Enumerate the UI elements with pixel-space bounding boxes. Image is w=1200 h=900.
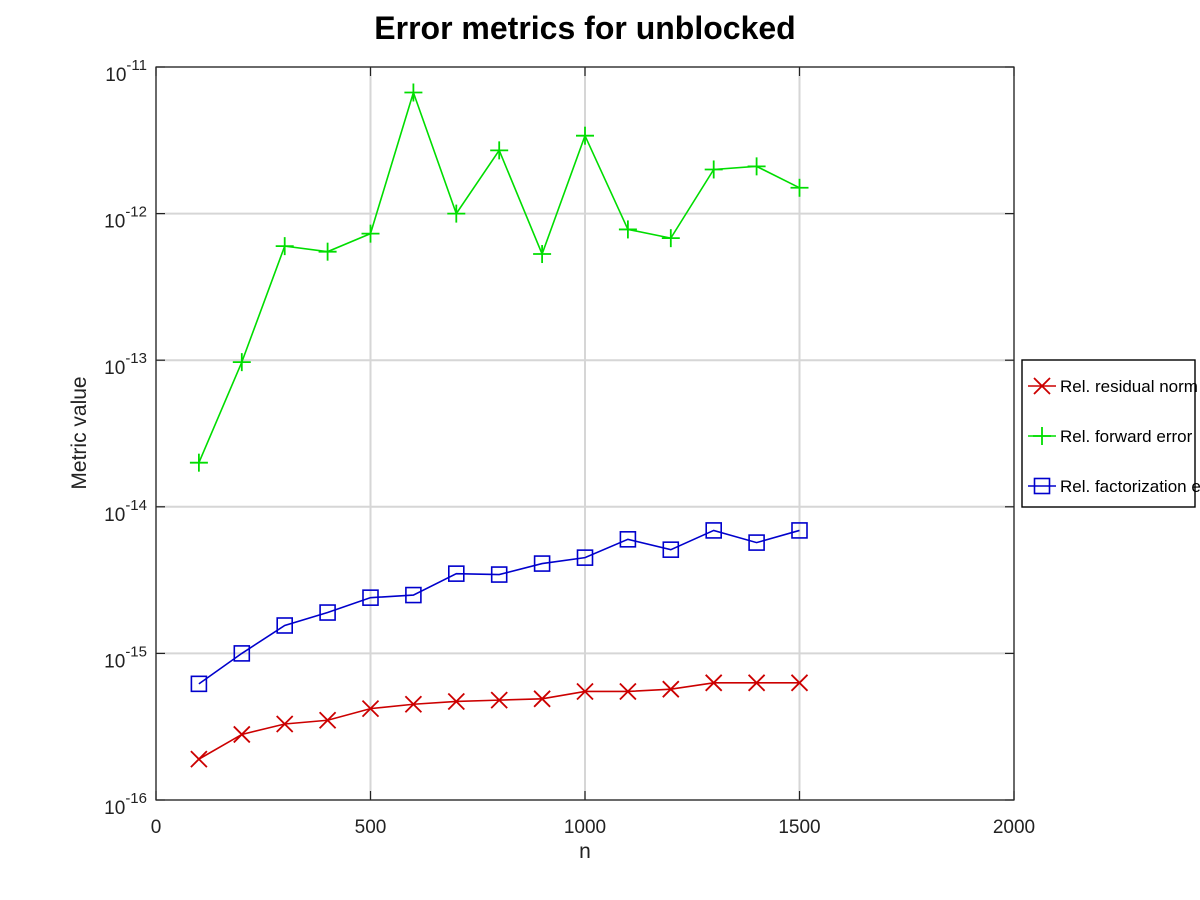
y-tick-label-3: 10-13 — [104, 350, 147, 379]
series-1-point-5 — [404, 83, 423, 102]
series-0-point-1 — [233, 725, 251, 744]
series-1-point-8 — [533, 245, 552, 264]
series-2-point-5 — [405, 586, 422, 604]
y-tick-label-5: 10-11 — [105, 57, 147, 86]
series-0-point-9 — [576, 682, 594, 701]
series-1-point-2 — [275, 237, 294, 256]
series-1-point-9 — [576, 126, 594, 145]
series-0-point-14 — [790, 674, 809, 692]
series-1-point-12 — [704, 160, 723, 179]
series-1 — [189, 83, 809, 472]
series-2-point-13 — [748, 534, 765, 551]
series-2-point-3 — [319, 604, 336, 621]
series-2-point-9 — [576, 549, 594, 566]
series-2-point-7 — [490, 566, 508, 583]
legend-label-1: Rel. forward error — [1060, 427, 1193, 446]
series-0-point-13 — [747, 674, 766, 692]
x-tick-label-1: 500 — [355, 817, 387, 838]
series-2-point-1 — [233, 645, 251, 662]
series-1-point-14 — [790, 178, 809, 197]
series-0-point-8 — [533, 690, 551, 708]
x-tick-label-4: 2000 — [993, 817, 1035, 838]
series-0-point-7 — [490, 691, 508, 709]
y-axis-label: Metric value — [68, 376, 91, 489]
series-0-point-6 — [447, 692, 465, 711]
legend-entry-1: Rel. forward error — [1028, 427, 1193, 446]
series-2-point-11 — [662, 541, 680, 558]
y-tick-label-2: 10-14 — [104, 497, 147, 526]
y-tick-label-1: 10-15 — [104, 643, 147, 672]
legend-marker-1 — [1033, 427, 1051, 445]
series-1-point-13 — [747, 157, 766, 176]
series-2-point-0 — [190, 675, 208, 693]
series-1-point-11 — [661, 229, 680, 248]
series-1-point-3 — [318, 242, 337, 261]
series-0-point-10 — [619, 682, 637, 701]
series-0-point-4 — [361, 699, 380, 718]
series-2-point-4 — [362, 589, 379, 606]
series-2-point-2 — [276, 617, 294, 634]
series-2-point-14 — [791, 522, 808, 539]
axis-ticks: 0 500 1000 1500 2000 10-16 10-15 10-14 10-13 10-1… — [104, 57, 1035, 838]
y-tick-label-4: 10-12 — [104, 204, 147, 233]
series-1-point-6 — [447, 204, 466, 223]
series-2-point-10 — [619, 531, 637, 548]
series-0-point-2 — [276, 715, 294, 733]
legend-label-2: Rel. factorization error — [1060, 477, 1200, 496]
series-0-point-0 — [190, 750, 208, 768]
series-2-line — [198, 529, 800, 685]
legend-marker-0 — [1033, 377, 1051, 395]
series-2-point-8 — [533, 555, 551, 572]
x-tick-label-3: 1500 — [778, 817, 820, 838]
series-1-point-10 — [618, 220, 637, 239]
series-0-point-11 — [662, 680, 680, 698]
series-1-point-4 — [361, 224, 380, 243]
series-0-point-3 — [318, 711, 337, 729]
legend-box — [1021, 359, 1196, 508]
series-0-point-5 — [404, 695, 423, 713]
series-0-point-12 — [705, 674, 723, 692]
chart-title: Error metrics for unblocked — [374, 10, 795, 46]
series-1-point-7 — [490, 141, 509, 160]
y-tick-label-0: 10-16 — [104, 790, 147, 819]
legend-label-0: Rel. residual norm — [1060, 377, 1198, 396]
x-tick-label-2: 1000 — [564, 817, 606, 838]
series-2-point-6 — [447, 565, 465, 582]
series-0 — [190, 674, 809, 768]
legend-marker-2 — [1033, 477, 1051, 495]
series-2 — [190, 522, 808, 693]
series-1-point-0 — [189, 453, 208, 472]
legend-entry-2: Rel. factorization error — [1028, 477, 1200, 496]
x-tick-label-0: 0 — [151, 817, 162, 838]
x-axis-label: n — [579, 840, 591, 863]
series-2-point-12 — [705, 522, 723, 539]
legend-entry-0: Rel. residual norm — [1028, 377, 1198, 396]
series-1-point-1 — [232, 353, 251, 372]
series-layer — [189, 83, 809, 768]
legend: Rel. residual norm Rel. forward error Rel.… — [1021, 359, 1200, 508]
